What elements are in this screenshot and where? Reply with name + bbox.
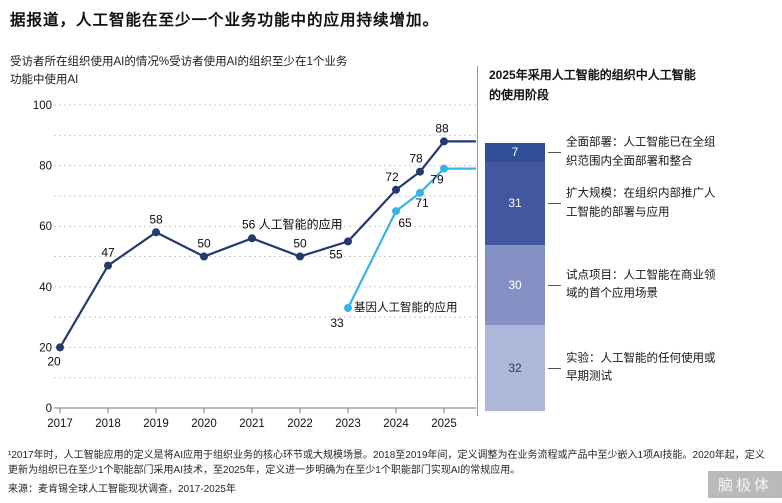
y-tick-label: 80: [39, 161, 52, 173]
data-point: [248, 234, 256, 243]
stage-tick-0: [548, 152, 561, 154]
data-point: [296, 252, 304, 261]
point-label: 50: [293, 237, 307, 251]
x-tick-label: 2020: [191, 418, 217, 430]
bar-segment-2: 30: [485, 244, 545, 326]
data-point: [152, 228, 160, 237]
x-tick-label: 2024: [383, 418, 409, 430]
source-line: 来源：麦肯锡全球人工智能现状调查，2017-2025年: [8, 484, 236, 495]
y-tick-label: 40: [39, 282, 52, 294]
y-tick-label: 20: [39, 342, 52, 354]
footnote-block: ¹2017年时，人工智能应用的定义是将AI应用于组织业务的核心环节或大规模场景。…: [8, 449, 774, 495]
data-point: [344, 237, 352, 246]
line-chart: 2017 2018 2019 2020 2021 2022 2023 2024 2025 0 20 4…: [33, 100, 476, 430]
x-tick-label: 2022: [287, 418, 313, 430]
point-label: 47: [101, 246, 115, 260]
x-tick-label: 2023: [335, 418, 361, 430]
stage-tick-3: [548, 368, 561, 370]
x-tick-label: 2017: [47, 418, 73, 430]
point-label: 72: [385, 170, 399, 184]
point-label: 65: [398, 216, 412, 230]
y-axis-title-line1: 受访者所在组织使用AI的情况%受访者使用AI的组织至少在1个业务: [10, 56, 348, 68]
stage-label-3: 实验：人工智能的任何使用或早期测试: [566, 352, 716, 384]
point-label: 50: [197, 237, 211, 251]
footnote: ¹2017年时，人工智能应用的定义是将AI应用于组织业务的核心环节或大规模场景。…: [8, 450, 765, 476]
stacked-bar: 7 31 30 32: [485, 143, 545, 411]
data-point: [440, 137, 448, 146]
data-point: [440, 164, 448, 173]
data-point: [416, 188, 424, 197]
page-title: 据报道，人工智能在至少一个业务功能中的应用持续增加。: [10, 12, 440, 29]
bar-segment-3: 32: [485, 325, 545, 411]
data-point: [392, 185, 400, 194]
x-tick-label: 2025: [431, 418, 457, 430]
bar-segment-0: 7: [485, 143, 545, 162]
stage-tick-1: [548, 203, 561, 205]
series-label-genai: 基因人工智能的应用: [354, 300, 458, 314]
y-tick-label: 100: [33, 100, 52, 112]
y-axis-title-line2: 功能中使用AI: [10, 73, 79, 86]
point-label: 58: [149, 212, 163, 226]
bar-segment-1: 31: [485, 161, 545, 245]
stage-label-1: 扩大规模：在组织内部推广人工智能的部署与应用: [566, 187, 716, 219]
point-label: 20: [47, 354, 61, 368]
line-series-1: [347, 167, 445, 309]
line-series-0: [59, 140, 445, 348]
y-tick-label: 60: [39, 221, 52, 233]
x-tick-label: 2019: [143, 418, 169, 430]
data-point: [200, 252, 208, 261]
point-label: 71: [415, 196, 429, 210]
point-label: 33: [330, 316, 344, 330]
point-label: 56 人工智能的应用: [242, 216, 343, 231]
data-point: [56, 343, 64, 352]
data-point: [104, 261, 112, 270]
stage-label-0: 全面部署：人工智能已在全组织范围内全面部署和整合: [566, 137, 716, 168]
data-point: [344, 304, 352, 312]
data-point: [392, 207, 400, 216]
data-point: [416, 167, 424, 176]
point-label: 78: [409, 152, 423, 166]
bar-panel-title: 2025年采用人工智能的组织中人工智能的使用阶段: [489, 68, 696, 102]
y-axis-title: 受访者所在组织使用AI的情况%受访者使用AI的组织至少在1个业务 功能中使用AI: [10, 54, 347, 90]
panel-divider: [477, 66, 478, 416]
stage-tick-2: [548, 285, 561, 286]
watermark: 脑极体: [707, 471, 782, 498]
x-tick-label: 2018: [95, 418, 121, 430]
x-tick-label: 2021: [239, 418, 265, 430]
point-label: 88: [435, 121, 449, 135]
point-label: 55: [329, 247, 343, 261]
point-label: 79: [430, 173, 444, 187]
y-tick-label: 0: [46, 403, 52, 415]
stage-label-2: 试点项目：人工智能在商业领域的首个应用场景: [566, 269, 716, 300]
